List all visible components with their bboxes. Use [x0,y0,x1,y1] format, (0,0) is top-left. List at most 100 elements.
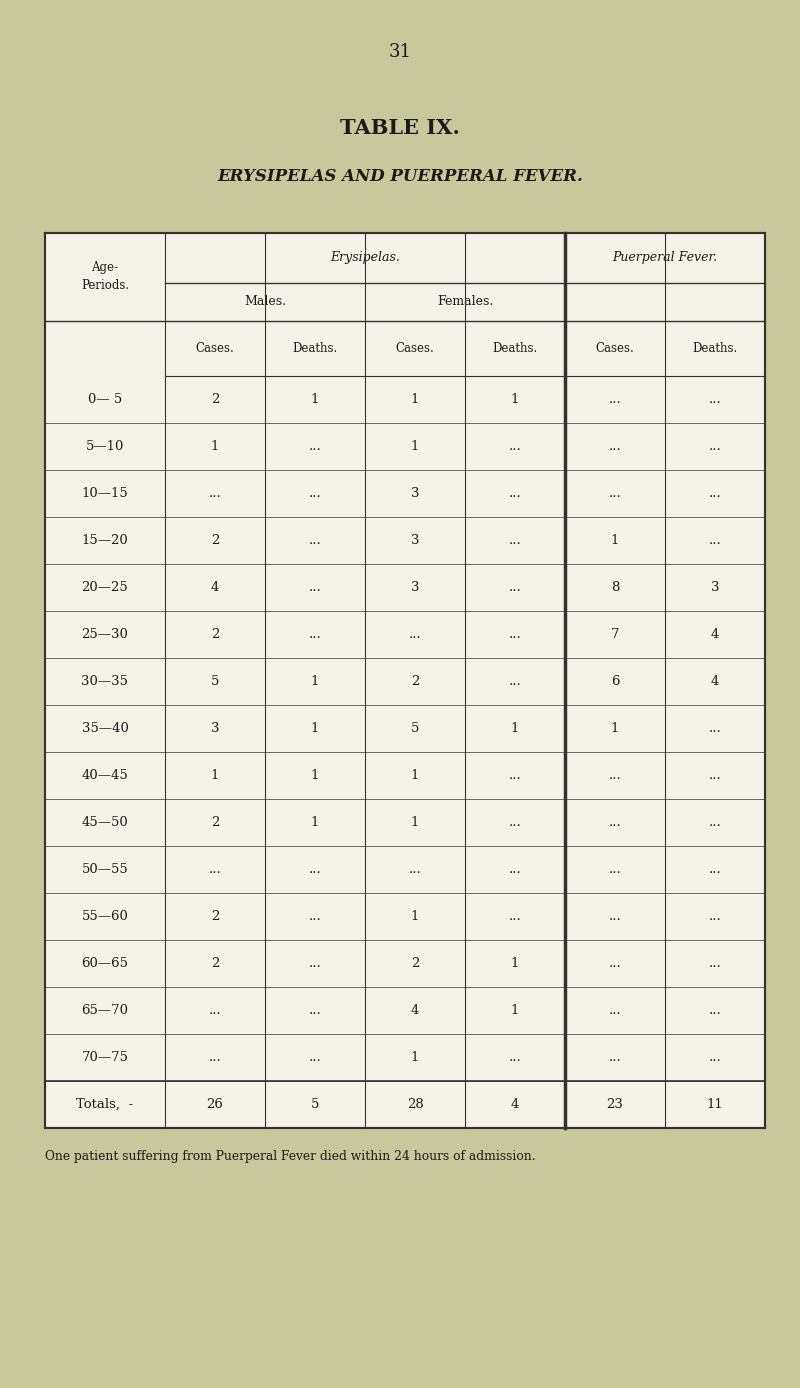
Text: ...: ... [309,1051,322,1065]
Text: 70—75: 70—75 [82,1051,129,1065]
Text: 1: 1 [311,675,319,688]
Text: 2: 2 [211,627,219,641]
Text: ...: ... [509,487,522,500]
Text: ...: ... [309,1004,322,1017]
Text: 40—45: 40—45 [82,769,128,781]
Text: ...: ... [709,863,722,876]
Text: ...: ... [609,487,622,500]
Text: 4: 4 [211,582,219,594]
Text: ...: ... [709,487,722,500]
Text: 23: 23 [606,1098,623,1110]
Text: ...: ... [509,911,522,923]
Text: 1: 1 [411,440,419,452]
Text: 4: 4 [711,675,719,688]
Text: 2: 2 [211,816,219,829]
Text: ...: ... [609,911,622,923]
Text: 2: 2 [211,911,219,923]
Text: ...: ... [709,1004,722,1017]
Text: ...: ... [509,816,522,829]
Text: 4: 4 [411,1004,419,1017]
Text: ...: ... [309,440,322,452]
Text: ...: ... [609,1004,622,1017]
Text: ...: ... [609,816,622,829]
Text: 65—70: 65—70 [82,1004,129,1017]
Text: 1: 1 [311,816,319,829]
Text: ...: ... [409,863,422,876]
Text: ...: ... [309,956,322,970]
Text: 2: 2 [211,534,219,547]
Text: ...: ... [709,393,722,407]
Text: 0— 5: 0— 5 [88,393,122,407]
Text: 1: 1 [211,769,219,781]
Text: 1: 1 [611,722,619,736]
Text: ...: ... [209,487,222,500]
Text: ...: ... [709,722,722,736]
Text: 11: 11 [706,1098,723,1110]
Text: ...: ... [709,534,722,547]
Text: Cases.: Cases. [396,341,434,355]
Text: Deaths.: Deaths. [492,341,538,355]
Text: 20—25: 20—25 [82,582,128,594]
Text: ...: ... [409,627,422,641]
Text: Totals,  -: Totals, - [77,1098,134,1110]
Text: 2: 2 [411,675,419,688]
Text: ...: ... [309,863,322,876]
Text: ...: ... [509,440,522,452]
Text: ...: ... [209,1004,222,1017]
Text: 1: 1 [411,816,419,829]
Text: 2: 2 [211,956,219,970]
Text: 1: 1 [311,769,319,781]
Text: ...: ... [209,863,222,876]
Text: ...: ... [609,393,622,407]
Text: 3: 3 [210,722,219,736]
Text: ...: ... [509,675,522,688]
Text: Cases.: Cases. [596,341,634,355]
Text: 1: 1 [411,393,419,407]
Text: ...: ... [509,582,522,594]
Text: 55—60: 55—60 [82,911,129,923]
Text: 1: 1 [511,956,519,970]
Text: 3: 3 [410,582,419,594]
Text: 10—15: 10—15 [82,487,128,500]
Text: 3: 3 [710,582,719,594]
Text: 1: 1 [611,534,619,547]
Text: Age-
Periods.: Age- Periods. [81,261,129,293]
Text: 5: 5 [211,675,219,688]
Text: ...: ... [709,816,722,829]
Text: 3: 3 [410,534,419,547]
Text: 50—55: 50—55 [82,863,128,876]
Text: 2: 2 [211,393,219,407]
Text: Deaths.: Deaths. [292,341,338,355]
Text: ...: ... [609,863,622,876]
Text: 8: 8 [611,582,619,594]
Text: ...: ... [709,440,722,452]
Text: 4: 4 [511,1098,519,1110]
Text: Puerperal Fever.: Puerperal Fever. [613,251,718,265]
Text: 3: 3 [410,487,419,500]
Text: 1: 1 [511,1004,519,1017]
Text: 30—35: 30—35 [82,675,129,688]
Text: 25—30: 25—30 [82,627,129,641]
Text: 35—40: 35—40 [82,722,129,736]
Text: ...: ... [609,769,622,781]
Text: 7: 7 [610,627,619,641]
Text: One patient suffering from Puerperal Fever died within 24 hours of admission.: One patient suffering from Puerperal Fev… [45,1151,536,1163]
Text: ...: ... [709,1051,722,1065]
Text: ...: ... [309,627,322,641]
Text: 1: 1 [411,1051,419,1065]
Text: 1: 1 [411,911,419,923]
Text: Erysipelas.: Erysipelas. [330,251,400,265]
Text: 5—10: 5—10 [86,440,124,452]
Text: 1: 1 [411,769,419,781]
Text: 1: 1 [511,722,519,736]
Text: ...: ... [709,956,722,970]
Text: Females.: Females. [437,296,493,308]
Text: 31: 31 [389,43,411,61]
Text: 15—20: 15—20 [82,534,128,547]
Text: ...: ... [509,627,522,641]
Text: ...: ... [309,534,322,547]
Text: Males.: Males. [244,296,286,308]
Text: ...: ... [309,911,322,923]
Text: 5: 5 [311,1098,319,1110]
Text: ...: ... [709,911,722,923]
